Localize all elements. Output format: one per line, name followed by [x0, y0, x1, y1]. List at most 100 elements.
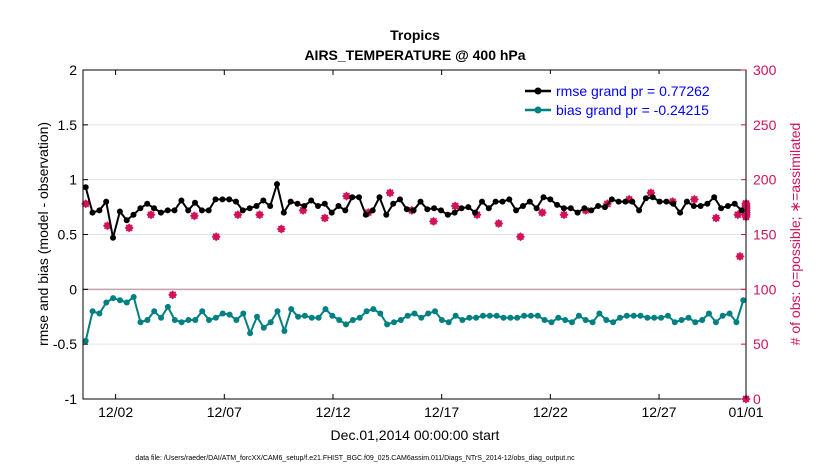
- rmse-point: [178, 197, 185, 204]
- rmse-point: [110, 234, 116, 241]
- x-tick-label: 12/12: [315, 404, 350, 420]
- bias-point: [254, 313, 260, 320]
- chart-subtitle: AIRS_TEMPERATURE @ 400 hPa: [304, 47, 525, 63]
- bias-point: [260, 324, 267, 331]
- obs-marker-cross: [386, 189, 394, 197]
- obs-marker-cross: [736, 252, 744, 260]
- x-axis-label: Dec.01,2014 00:00:00 start: [331, 427, 500, 443]
- rmse-point: [656, 198, 663, 205]
- rmse-point: [137, 205, 144, 212]
- bias-point: [541, 317, 548, 323]
- rmse-point: [485, 205, 492, 212]
- bias-point: [336, 317, 343, 323]
- bias-point: [514, 314, 521, 321]
- rmse-point: [280, 209, 287, 216]
- rmse-point: [82, 184, 89, 191]
- obs-assimilated-marker: [711, 213, 721, 223]
- rmse-point: [601, 204, 608, 211]
- rmse-point: [239, 207, 246, 214]
- rmse-point: [533, 205, 540, 212]
- rmse-point: [718, 205, 725, 212]
- x-tick-label: 12/17: [424, 404, 459, 420]
- obs-marker-cross: [147, 211, 155, 219]
- bias-point: [692, 319, 699, 326]
- bias-point: [89, 308, 96, 315]
- obs-assimilated-marker: [689, 194, 699, 204]
- bias-point: [226, 311, 233, 318]
- bias-point: [295, 313, 302, 320]
- rmse-point: [96, 207, 103, 214]
- obs-assimilated-marker: [211, 232, 221, 242]
- bias-point: [377, 310, 384, 317]
- rmse-point: [438, 207, 444, 214]
- rmse-point: [157, 209, 164, 216]
- bias-point: [527, 312, 534, 319]
- x-axis-ticks: 12/02 12/07 12/12 12/17 12/22 12/27 01/01: [98, 70, 764, 420]
- rmse-point: [711, 194, 718, 201]
- bias-point: [651, 314, 658, 321]
- rmse-point: [328, 209, 335, 216]
- obs-assimilated-marker: [124, 223, 134, 233]
- bias-point: [596, 310, 603, 317]
- y-left-tick-label: -0.5: [53, 336, 77, 352]
- bias-point: [322, 306, 329, 313]
- bias-point: [301, 312, 308, 319]
- y-right-tick-label: 150: [753, 227, 777, 243]
- bias-point: [144, 317, 151, 323]
- obs-assimilated-marker: [255, 210, 265, 220]
- bias-point: [192, 317, 199, 323]
- rmse-point: [116, 208, 123, 215]
- bias-point: [671, 319, 678, 326]
- bias-point: [123, 299, 130, 306]
- legend-marker-rmse: [534, 87, 542, 95]
- bias-point: [740, 297, 747, 304]
- bias-point: [171, 317, 178, 323]
- bias-point: [726, 310, 733, 317]
- rmse-point: [294, 200, 301, 207]
- bias-point: [637, 312, 644, 319]
- rmse-point: [397, 196, 403, 203]
- rmse-point: [226, 196, 233, 203]
- rmse-point: [417, 198, 424, 205]
- bias-point: [384, 321, 391, 328]
- bias-point: [247, 330, 254, 337]
- obs-assimilated-marker: [189, 211, 199, 221]
- obs-marker-cross: [125, 224, 133, 232]
- bias-point: [473, 314, 480, 321]
- bias-point: [329, 312, 336, 319]
- bias-point: [500, 314, 507, 321]
- bias-point: [569, 319, 575, 326]
- bias-point: [521, 312, 528, 319]
- y-right-tick-label: 0: [753, 391, 761, 407]
- legend: rmse grand pr = 0.77262 bias grand pr = …: [520, 74, 742, 120]
- obs-assimilated-marker: [450, 201, 460, 211]
- rmse-point: [458, 205, 465, 212]
- bias-point: [219, 310, 226, 317]
- rmse-point: [595, 203, 602, 209]
- obs-assimilated-marker: [168, 290, 178, 300]
- obs-assimilated-marker: [276, 224, 286, 234]
- y-axis-left-ticks: -1 -0.5 0 0.5 1 1.5 2: [53, 62, 88, 407]
- rmse-point: [287, 198, 294, 205]
- bias-point: [480, 312, 486, 319]
- x-tick-label: 12/27: [642, 404, 677, 420]
- bias-point: [370, 306, 377, 313]
- bias-point: [664, 312, 671, 319]
- rmse-point: [205, 207, 212, 214]
- rmse-point: [198, 207, 205, 214]
- rmse-point: [335, 203, 342, 209]
- y-axis-right-label: # of obs: o=possible; ∗=assimilated: [787, 123, 803, 346]
- bias-point: [706, 310, 712, 317]
- bias-point: [712, 319, 719, 326]
- bias-point: [582, 317, 589, 323]
- rmse-point: [499, 198, 506, 205]
- bias-point: [610, 319, 617, 326]
- y-right-tick-label: 100: [753, 281, 777, 297]
- rmse-point: [581, 205, 588, 212]
- obs-marker-cross: [212, 233, 220, 241]
- rmse-point: [233, 198, 239, 205]
- rmse-point: [642, 195, 649, 202]
- bias-point: [356, 314, 363, 321]
- legend-label-bias: bias grand pr = -0.24215: [556, 102, 709, 118]
